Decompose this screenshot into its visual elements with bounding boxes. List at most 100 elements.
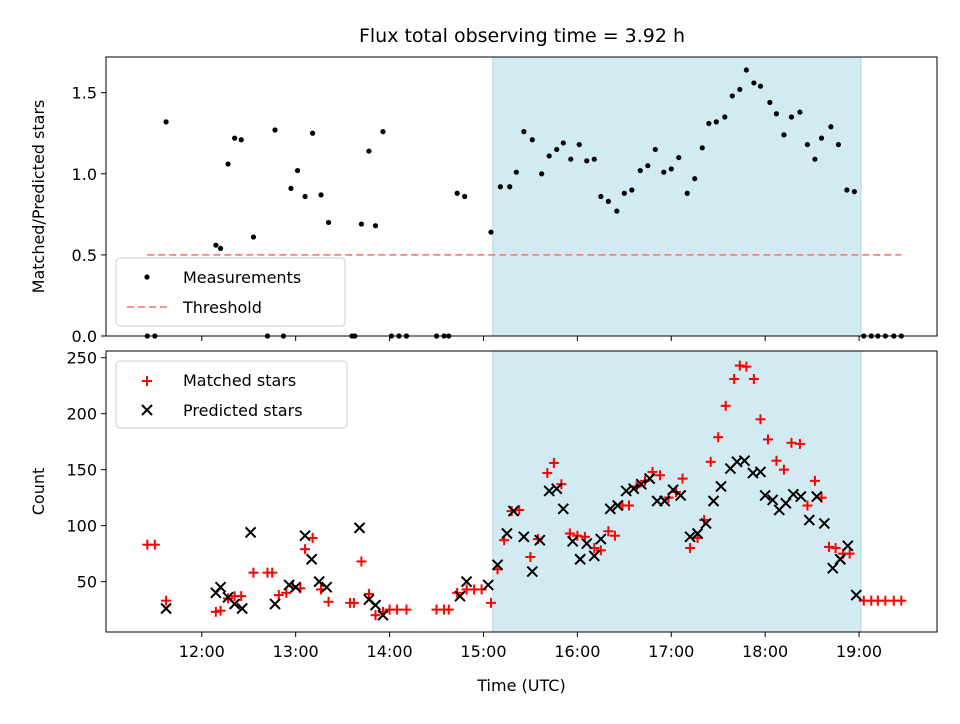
x-tick-label: 13:00 [273, 642, 319, 661]
measurement-point [576, 141, 582, 148]
predicted-star-point [588, 550, 600, 562]
measurement-point [722, 114, 728, 120]
predicted-star-point [818, 517, 831, 530]
matched-star-point [748, 373, 759, 384]
matched-star-point [880, 595, 891, 606]
predicted-star-point [305, 553, 318, 565]
matched-star-point [802, 500, 813, 511]
matched-star-point [363, 588, 374, 599]
predicted-star-point [643, 472, 656, 485]
predicted-star-point [628, 482, 640, 495]
measurement-point [621, 190, 627, 196]
predicted-star-point [269, 598, 281, 610]
predicted-star-point [581, 537, 593, 550]
top-plot-panel: 0.0 0.5 1.0 1.5 Matched/Predicted stars Mea… [29, 56, 938, 346]
matched-star-point [281, 587, 292, 598]
matched-star-point [307, 532, 318, 543]
matched-star-point [677, 473, 688, 484]
legend-predicted-marker [141, 404, 153, 416]
measurement-point [614, 208, 620, 214]
bottom-axis-ticks: 50 100 150 200 250 12:00 13:00 14:00 15:00 16:00 1… [66, 349, 882, 661]
measurement-point [605, 198, 611, 204]
measurement-point [560, 140, 566, 146]
predicted-star-point [299, 530, 311, 542]
measurement-point [554, 146, 560, 153]
predicted-star-point [780, 497, 792, 509]
predicted-star-point [518, 531, 530, 543]
measurement-point [225, 161, 231, 167]
x-tick-label: 16:00 [554, 642, 600, 661]
measurement-point [272, 127, 278, 133]
measurement-point [743, 67, 749, 73]
predicted-star-point [526, 565, 539, 578]
predicted-star-point [827, 562, 839, 574]
predicted-star-point [551, 482, 563, 495]
top-legend: Measurements Threshold [115, 257, 346, 327]
measurement-point [812, 156, 818, 162]
matched-star-point [348, 597, 359, 608]
measurement-point [454, 190, 460, 196]
predicted-star-point [534, 534, 546, 546]
measurement-point [250, 234, 257, 240]
predicted-star-point [684, 531, 696, 543]
predicted-star-point [842, 540, 854, 552]
measurement-point [851, 189, 857, 195]
matched-star-point [564, 528, 575, 539]
matched-star-point [443, 604, 454, 615]
y-tick-label: 200 [66, 405, 97, 424]
matched-star-point [542, 468, 553, 479]
matched-star-point [248, 567, 259, 578]
legend-measurements-label: Measurements [183, 268, 301, 287]
measurement-point [767, 99, 773, 106]
measurement-point [358, 221, 365, 227]
predicted-star-point [834, 553, 846, 565]
measurement-point [692, 176, 698, 182]
predicted-star-point [715, 480, 727, 493]
matched-star-point [824, 541, 835, 552]
measurement-point [546, 153, 552, 159]
measurement-point [773, 111, 780, 117]
measurement-point [598, 193, 604, 200]
predicted-star-point [482, 579, 494, 591]
measurement-point [462, 193, 468, 200]
measurement-point [804, 141, 811, 148]
predicted-star-point [766, 494, 779, 506]
predicted-star-point [691, 527, 704, 540]
predicted-star-point [738, 455, 751, 467]
bottom-plot-frame [105, 350, 938, 633]
bottom-legend: Matched stars Predicted stars [115, 360, 348, 429]
bottom-plot-panel: 50 100 150 200 250 12:00 13:00 14:00 15:00 16:00 1… [29, 349, 938, 695]
measurement-point [232, 135, 238, 141]
matched-star-point [525, 551, 536, 562]
y-tick-label: 0.0 [72, 327, 97, 346]
measurement-point [539, 171, 545, 177]
y-tick-label: 50 [77, 573, 97, 592]
matched-star-point [595, 545, 606, 556]
predicted-star-point [283, 579, 295, 591]
y-tick-label: 0.5 [72, 246, 97, 265]
observing-window-shade [492, 56, 862, 337]
measurement-point [288, 185, 294, 191]
matched-star-point [267, 567, 278, 578]
x-tick-label: 19:00 [836, 642, 882, 661]
predicted-star-point [228, 598, 241, 610]
predicted-star-point [289, 581, 302, 593]
chart-title: Flux total observing time = 3.92 h [359, 25, 685, 47]
matched-star-point [734, 360, 745, 371]
matched-star-point [609, 530, 620, 541]
measurement-point [294, 167, 301, 174]
measurement-point [497, 184, 503, 190]
x-tick-label: 15:00 [460, 642, 506, 661]
predicted-star-point [850, 589, 862, 601]
measurement-point [713, 119, 719, 125]
matched-star-point [485, 597, 496, 608]
x-tick-label: 17:00 [648, 642, 694, 661]
predicted-star-point [604, 503, 616, 515]
matched-star-point [215, 605, 226, 616]
predicted-stars-points-group [160, 455, 862, 621]
matched-star-point [713, 432, 724, 443]
matched-star-point [300, 544, 311, 555]
measurement-point [781, 132, 787, 138]
predicted-star-point [612, 499, 624, 512]
